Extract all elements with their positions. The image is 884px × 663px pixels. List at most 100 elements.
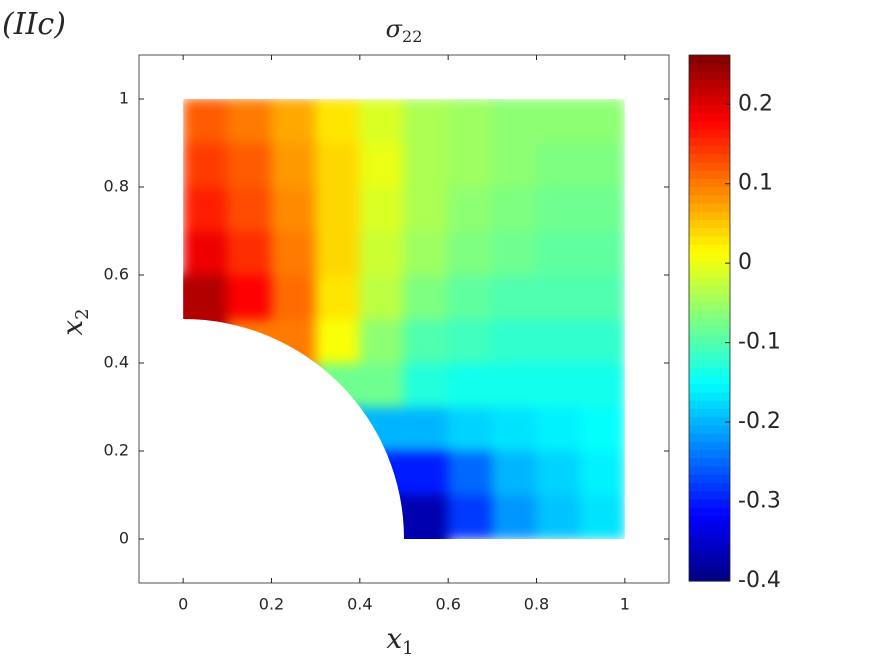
field-cell <box>359 230 405 276</box>
colorbar-step <box>689 375 730 385</box>
field-cell <box>491 142 537 188</box>
colorbar-step <box>689 531 730 541</box>
field-cell <box>403 362 449 408</box>
axes: 0 0.2 0.4 0.6 0.8 1 0 0.2 0.4 0.6 0.8 1 -0.4 -0.3 -0.2… <box>104 54 781 614</box>
field-cell <box>315 142 361 188</box>
colorbar-step <box>689 424 730 434</box>
colorbar-step <box>689 433 730 442</box>
field-cell <box>271 230 317 276</box>
colorbar-step <box>689 211 730 220</box>
colorbar-step <box>689 548 730 557</box>
colorbar-step <box>689 178 730 188</box>
field-cell <box>315 274 361 320</box>
colorbar-step <box>689 318 730 327</box>
field-cell <box>271 99 317 144</box>
field-cell <box>271 142 317 188</box>
colorbar-step <box>689 227 730 237</box>
chart-title: σ22 <box>386 15 423 46</box>
y-tick-label: 0.2 <box>104 441 129 460</box>
field-cell <box>403 99 449 144</box>
colorbar-step <box>689 79 730 89</box>
colorbar <box>689 55 730 582</box>
colorbar-step <box>689 55 730 64</box>
field-cell <box>359 318 405 364</box>
field-cell <box>536 274 582 320</box>
field-cell <box>536 450 582 496</box>
field-cell <box>183 142 228 188</box>
y-tick-label: 1 <box>119 89 129 108</box>
field-cell <box>491 494 537 539</box>
x-tick-label: 0 <box>178 595 188 614</box>
field-cell <box>447 406 493 452</box>
field-cell <box>536 318 582 364</box>
colorbar-tick-label: -0.4 <box>738 568 781 593</box>
field-cell <box>315 230 361 276</box>
colorbar-tick-label: 0 <box>738 250 752 275</box>
field-cell <box>447 362 493 408</box>
x-tick-label: 0.4 <box>347 595 372 614</box>
field-cell <box>403 230 449 276</box>
field-cell <box>183 99 228 144</box>
colorbar-step <box>689 449 730 459</box>
colorbar-step <box>689 408 730 418</box>
field-cell <box>359 99 405 144</box>
colorbar-step <box>689 104 730 114</box>
colorbar-step <box>689 276 730 286</box>
field-cell <box>226 99 272 144</box>
field-cell <box>491 450 537 496</box>
field-cell <box>403 494 449 539</box>
colorbar-step <box>689 161 730 171</box>
field-cell <box>226 142 272 188</box>
field-cell <box>447 142 493 188</box>
field-cell <box>536 406 582 452</box>
y-axis-label: x2 <box>56 308 94 335</box>
field-cell <box>536 362 582 408</box>
field-cell <box>491 99 537 144</box>
field-cell <box>226 186 272 232</box>
field-cell <box>226 230 272 276</box>
x-tick-label: 0.6 <box>435 595 460 614</box>
colorbar-step <box>689 359 730 368</box>
colorbar-step <box>689 120 730 130</box>
colorbar-step <box>689 202 730 212</box>
field-cell <box>580 362 625 408</box>
colorbar-step <box>689 564 730 574</box>
colorbar-tick-label: -0.2 <box>738 409 781 434</box>
field-cell <box>580 186 625 232</box>
colorbar-step <box>689 572 730 582</box>
x-tick-label: 0.8 <box>524 595 549 614</box>
colorbar-step <box>689 490 730 500</box>
field-cell <box>447 450 493 496</box>
colorbar-step <box>689 309 730 319</box>
field-cell <box>536 186 582 232</box>
field-cell <box>491 406 537 452</box>
x-label-symbol: x <box>386 622 402 655</box>
field-cell <box>447 494 493 539</box>
field-cell <box>491 318 537 364</box>
colorbar-step <box>689 383 730 393</box>
x-tick-label: 0.2 <box>259 595 284 614</box>
colorbar-step <box>689 367 730 377</box>
field-cell <box>447 186 493 232</box>
field-cell <box>403 406 449 452</box>
field-cell <box>580 230 625 276</box>
field-cell <box>580 318 625 364</box>
x-axis-label: x1 <box>386 622 413 660</box>
colorbar-step <box>689 252 730 262</box>
x-label-subscript: 1 <box>402 638 413 659</box>
colorbar-tick-label: -0.1 <box>738 330 781 355</box>
field-cell <box>226 274 272 320</box>
colorbar-step <box>689 268 730 278</box>
panel-label: (IIc) <box>2 7 66 42</box>
colorbar-step <box>689 474 730 483</box>
field-cell <box>447 274 493 320</box>
colorbar-step <box>689 244 730 253</box>
y-tick-label: 0 <box>119 529 129 548</box>
field-cell <box>536 494 582 539</box>
colorbar-step <box>689 416 730 426</box>
colorbar-step <box>689 112 730 122</box>
colorbar-step <box>689 457 730 467</box>
field-cell <box>491 186 537 232</box>
colorbar-tick-label: 0.1 <box>738 171 773 196</box>
